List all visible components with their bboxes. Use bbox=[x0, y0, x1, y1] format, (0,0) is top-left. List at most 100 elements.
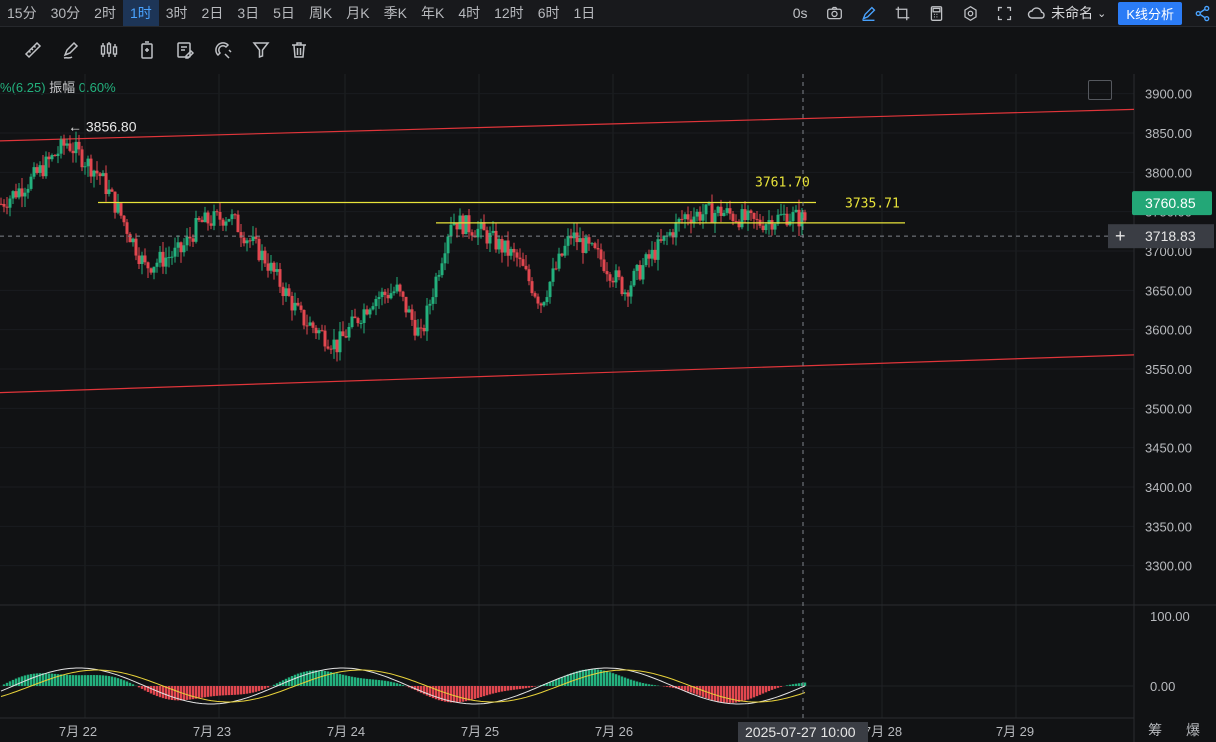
fullscreen-icon[interactable] bbox=[987, 0, 1021, 26]
macd-bar-30 bbox=[89, 675, 93, 686]
macd-bar-254 bbox=[761, 686, 765, 694]
macd-bar-238 bbox=[713, 686, 717, 701]
macd-bar-184 bbox=[551, 680, 555, 686]
macd-bar-162 bbox=[485, 686, 489, 696]
candle-body-167 bbox=[500, 239, 504, 253]
candle-body-103 bbox=[308, 322, 312, 326]
timer-icon[interactable] bbox=[128, 33, 166, 67]
macd-bar-186 bbox=[557, 678, 561, 686]
timeframe-11[interactable]: 年K bbox=[420, 5, 445, 21]
candle-body-190 bbox=[569, 236, 573, 239]
timeframe-7[interactable]: 5日 bbox=[273, 5, 295, 21]
macd-bar-228 bbox=[683, 686, 687, 691]
timeframe-12[interactable]: 4时 bbox=[458, 5, 481, 21]
pen-icon[interactable] bbox=[52, 33, 90, 67]
cursor-price-tag: 3718.83 bbox=[1145, 228, 1196, 244]
candle-body-26 bbox=[77, 141, 81, 150]
macd-bar-163 bbox=[488, 686, 492, 695]
candle-body-159 bbox=[476, 228, 480, 238]
candle-body-12 bbox=[35, 167, 39, 173]
timeframe-0[interactable]: 15分 bbox=[7, 5, 37, 21]
timeframe-13[interactable]: 12时 bbox=[494, 5, 524, 21]
macd-bar-185 bbox=[554, 679, 558, 686]
candle-body-40 bbox=[119, 203, 123, 216]
cloud-icon bbox=[1027, 7, 1045, 19]
candle-body-50 bbox=[149, 268, 153, 273]
crosshair-plus-icon[interactable]: + bbox=[1115, 226, 1126, 246]
ruler-icon[interactable] bbox=[14, 33, 52, 67]
candle-body-268 bbox=[803, 212, 807, 221]
macd-bar-72 bbox=[215, 686, 219, 696]
candle-body-92 bbox=[275, 269, 279, 272]
candle-body-178 bbox=[533, 293, 537, 297]
edit-icon[interactable] bbox=[166, 33, 204, 67]
share-icon[interactable] bbox=[1188, 0, 1216, 26]
macd-bar-187 bbox=[560, 676, 564, 686]
timeframe-5[interactable]: 2日 bbox=[201, 5, 224, 21]
macd-bar-40 bbox=[119, 679, 123, 686]
macd-bar-77 bbox=[230, 686, 234, 695]
calculator-icon[interactable] bbox=[919, 0, 953, 26]
candle-body-186 bbox=[557, 253, 561, 269]
candle-body-54 bbox=[161, 251, 165, 267]
macd-bar-200 bbox=[599, 669, 603, 686]
candle-body-43 bbox=[128, 233, 132, 243]
macd-bar-27 bbox=[80, 675, 84, 686]
timeframe-2[interactable]: 2时 bbox=[94, 5, 116, 21]
macd-bar-14 bbox=[41, 673, 45, 686]
time-axis[interactable]: 7月 22 7月 23 7月 24 7月 25 7月 26 7月 28 7月 29 bbox=[59, 724, 1034, 739]
timeframe-8[interactable]: 周K bbox=[308, 5, 333, 21]
macd-bar-69 bbox=[206, 686, 210, 697]
timeframe-9[interactable]: 月K bbox=[346, 5, 370, 21]
timeframe-3[interactable]: 1时 bbox=[122, 0, 159, 26]
timeframe-10[interactable]: 季K bbox=[383, 5, 407, 21]
timeframe-4[interactable]: 3时 bbox=[165, 5, 188, 21]
candle-body-59 bbox=[176, 242, 180, 248]
price-axis[interactable]: 3900.003850.003800.003750.003700.003650.… bbox=[1145, 87, 1192, 694]
candle-body-223 bbox=[668, 232, 672, 236]
candle-body-157 bbox=[470, 232, 474, 236]
draw-pen-icon[interactable] bbox=[851, 0, 885, 26]
candle-body-168 bbox=[503, 240, 507, 253]
candle-body-233 bbox=[698, 211, 702, 221]
timeframe-15[interactable]: 1日 bbox=[573, 5, 596, 21]
candle-body-62 bbox=[185, 236, 189, 246]
macd-bar-217 bbox=[650, 684, 654, 686]
macd-bar-67 bbox=[200, 686, 204, 698]
candle-body-213 bbox=[638, 264, 642, 280]
crosshair-plus-bg[interactable] bbox=[1108, 224, 1134, 249]
macd-bar-109 bbox=[326, 671, 330, 686]
trash-icon[interactable] bbox=[280, 33, 318, 67]
candle-body-73 bbox=[218, 211, 222, 220]
filter-icon[interactable] bbox=[242, 33, 280, 67]
timeframe-1[interactable]: 30分 bbox=[50, 5, 81, 21]
layout-selector[interactable]: 未命名 ⌄ bbox=[1021, 0, 1112, 26]
macd-bar-257 bbox=[770, 686, 774, 690]
macd-bar-104 bbox=[311, 670, 315, 686]
bottom-right-tabs[interactable]: 筹 爆 bbox=[1148, 722, 1210, 738]
camera-icon[interactable] bbox=[817, 0, 851, 26]
macd-bar-62 bbox=[185, 686, 189, 700]
candle-body-114 bbox=[341, 331, 345, 337]
timeframe-14[interactable]: 6时 bbox=[537, 5, 560, 21]
candle-body-85 bbox=[254, 236, 258, 239]
expand-icon[interactable] bbox=[1088, 80, 1112, 100]
kline-analysis-button[interactable]: K线分析 bbox=[1118, 1, 1182, 25]
macd-bar-248 bbox=[743, 686, 747, 701]
candle-body-248 bbox=[743, 209, 747, 221]
candles-icon[interactable] bbox=[90, 33, 128, 67]
macd-bar-29 bbox=[86, 675, 90, 686]
timeframe-6[interactable]: 3日 bbox=[237, 5, 260, 21]
macd-bar-36 bbox=[107, 676, 111, 686]
candle-body-34 bbox=[101, 173, 105, 177]
candle-body-201 bbox=[602, 259, 606, 272]
time-tick-6: 7月 29 bbox=[996, 724, 1034, 739]
macd-bar-204 bbox=[611, 673, 615, 686]
cursor-price-tag-bg bbox=[1134, 224, 1214, 249]
settings-icon[interactable] bbox=[953, 0, 987, 26]
timeframe-bar: 15分 30分 2时 1时 3时 2日 3日 5日 周K 月K 季K 年K 4时 12时 6时 1日 0s 未… bbox=[0, 0, 1216, 27]
magnet-icon[interactable] bbox=[204, 33, 242, 67]
crop-icon[interactable] bbox=[885, 0, 919, 26]
macd-bar-237 bbox=[710, 686, 714, 700]
